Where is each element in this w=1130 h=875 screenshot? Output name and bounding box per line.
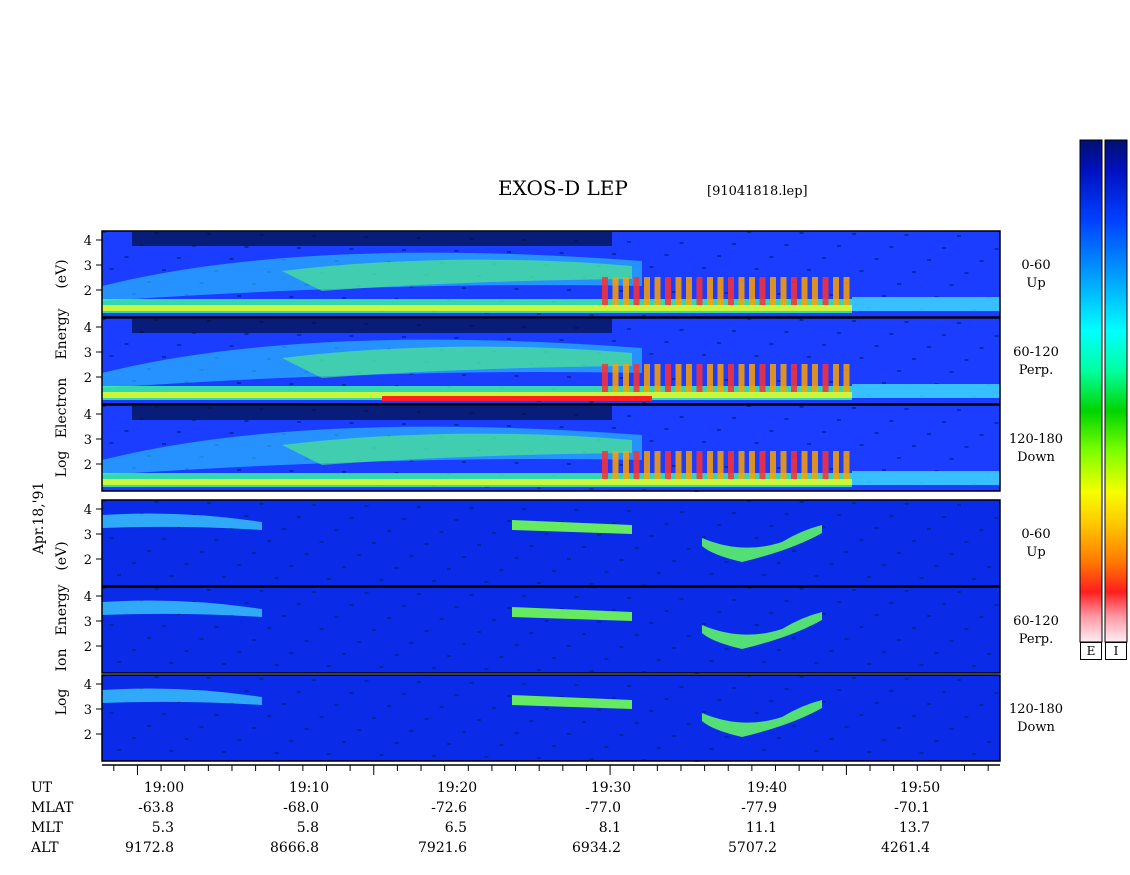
ephemeris-mlat-value: -77.0 bbox=[585, 800, 621, 816]
ephemeris-ut-value: 19:00 bbox=[144, 780, 184, 796]
date-label: Apr.18,'91 bbox=[31, 482, 47, 556]
y-tick-label: 3 bbox=[84, 528, 92, 543]
y-tick-label: 2 bbox=[84, 640, 92, 655]
panel-electron-down bbox=[101, 404, 1001, 492]
ephemeris-alt-value: 8666.8 bbox=[270, 840, 319, 856]
ephemeris-mlat-value: -70.1 bbox=[894, 800, 930, 816]
electron-axis-log: Log bbox=[54, 451, 70, 478]
y-tick-label: 3 bbox=[84, 433, 92, 448]
ion-axis-log: Log bbox=[54, 689, 70, 716]
panel-electron-perp bbox=[101, 317, 1001, 405]
electron-axis-energy: Energy bbox=[54, 308, 70, 359]
ephemeris-alt-value: 5707.2 bbox=[728, 840, 777, 856]
ion-axis-energy: Energy bbox=[54, 584, 70, 635]
electron-axis-unit: (eV) bbox=[54, 259, 70, 288]
y-tick-label: 4 bbox=[84, 234, 92, 249]
y-tick-label: 4 bbox=[84, 678, 92, 693]
ephemeris-row-label: UT bbox=[31, 780, 53, 796]
direction-label: Up bbox=[1026, 276, 1045, 291]
panel-ion-down bbox=[101, 674, 1001, 762]
ephemeris-ut-value: 19:30 bbox=[591, 780, 631, 796]
electron-colorbar bbox=[1079, 139, 1103, 643]
y-tick-label: 4 bbox=[84, 590, 92, 605]
direction-label: Up bbox=[1026, 545, 1045, 560]
y-tick-label: 2 bbox=[84, 284, 92, 299]
y-tick-label: 3 bbox=[84, 346, 92, 361]
panel-ion-up bbox=[101, 499, 1001, 587]
ephemeris-mlt-value: 8.1 bbox=[599, 820, 621, 836]
ephemeris-ut-value: 19:40 bbox=[747, 780, 787, 796]
panel-electron-up bbox=[101, 230, 1001, 318]
ephemeris-mlt-value: 11.1 bbox=[746, 820, 777, 836]
ephemeris-row-label: ALT bbox=[30, 840, 59, 856]
ephemeris-mlat-value: -77.9 bbox=[741, 800, 777, 816]
y-tick-label: 3 bbox=[84, 259, 92, 274]
ion-colorbar-label: I bbox=[1105, 642, 1127, 660]
ephemeris-mlat-value: -63.8 bbox=[138, 800, 174, 816]
pitch-angle-label: 60-120 bbox=[1013, 345, 1059, 360]
ephemeris-ut-value: 19:20 bbox=[437, 780, 477, 796]
pitch-angle-label: 0-60 bbox=[1021, 258, 1050, 273]
pitch-angle-label: 0-60 bbox=[1021, 527, 1050, 542]
ephemeris-mlt-value: 5.8 bbox=[297, 820, 319, 836]
y-tick-label: 2 bbox=[84, 728, 92, 743]
pitch-angle-label: 120-180 bbox=[1009, 702, 1063, 717]
y-tick-label: 4 bbox=[84, 408, 92, 423]
ephemeris-alt-value: 9172.8 bbox=[125, 840, 174, 856]
ephemeris-mlat-value: -72.6 bbox=[431, 800, 467, 816]
direction-label: Perp. bbox=[1019, 632, 1054, 647]
ion-axis-unit: (eV) bbox=[54, 541, 70, 570]
ephemeris-alt-value: 6934.2 bbox=[572, 840, 621, 856]
y-tick-label: 2 bbox=[84, 458, 92, 473]
ephemeris-row-label: MLAT bbox=[31, 800, 74, 816]
pitch-angle-label: 120-180 bbox=[1009, 432, 1063, 447]
ephemeris-ut-value: 19:10 bbox=[289, 780, 329, 796]
ion-axis-species: Ion bbox=[54, 649, 70, 672]
electron-colorbar-label: E bbox=[1080, 642, 1102, 660]
y-tick-label: 3 bbox=[84, 615, 92, 630]
ephemeris-ut-value: 19:50 bbox=[900, 780, 940, 796]
chart-title: EXOS-D LEP bbox=[498, 176, 628, 200]
panel-ion-perp bbox=[101, 586, 1001, 674]
ephemeris-alt-value: 4261.4 bbox=[881, 840, 930, 856]
ephemeris-mlt-value: 6.5 bbox=[445, 820, 467, 836]
electron-axis-species: Electron bbox=[54, 378, 70, 439]
y-tick-label: 4 bbox=[84, 321, 92, 336]
direction-label: Down bbox=[1017, 450, 1055, 465]
ephemeris-mlat-value: -68.0 bbox=[283, 800, 319, 816]
direction-label: Perp. bbox=[1019, 363, 1054, 378]
direction-label: Down bbox=[1017, 720, 1055, 735]
y-tick-label: 4 bbox=[84, 503, 92, 518]
ephemeris-alt-value: 7921.6 bbox=[418, 840, 467, 856]
ephemeris-mlt-value: 13.7 bbox=[899, 820, 930, 836]
ephemeris-row-label: MLT bbox=[31, 820, 63, 836]
pitch-angle-label: 60-120 bbox=[1013, 614, 1059, 629]
ephemeris-mlt-value: 5.3 bbox=[152, 820, 174, 836]
ion-colorbar bbox=[1104, 139, 1128, 643]
y-tick-label: 2 bbox=[84, 553, 92, 568]
y-tick-label: 3 bbox=[84, 703, 92, 718]
data-filename: [91041818.lep] bbox=[707, 184, 808, 199]
y-tick-label: 2 bbox=[84, 371, 92, 386]
